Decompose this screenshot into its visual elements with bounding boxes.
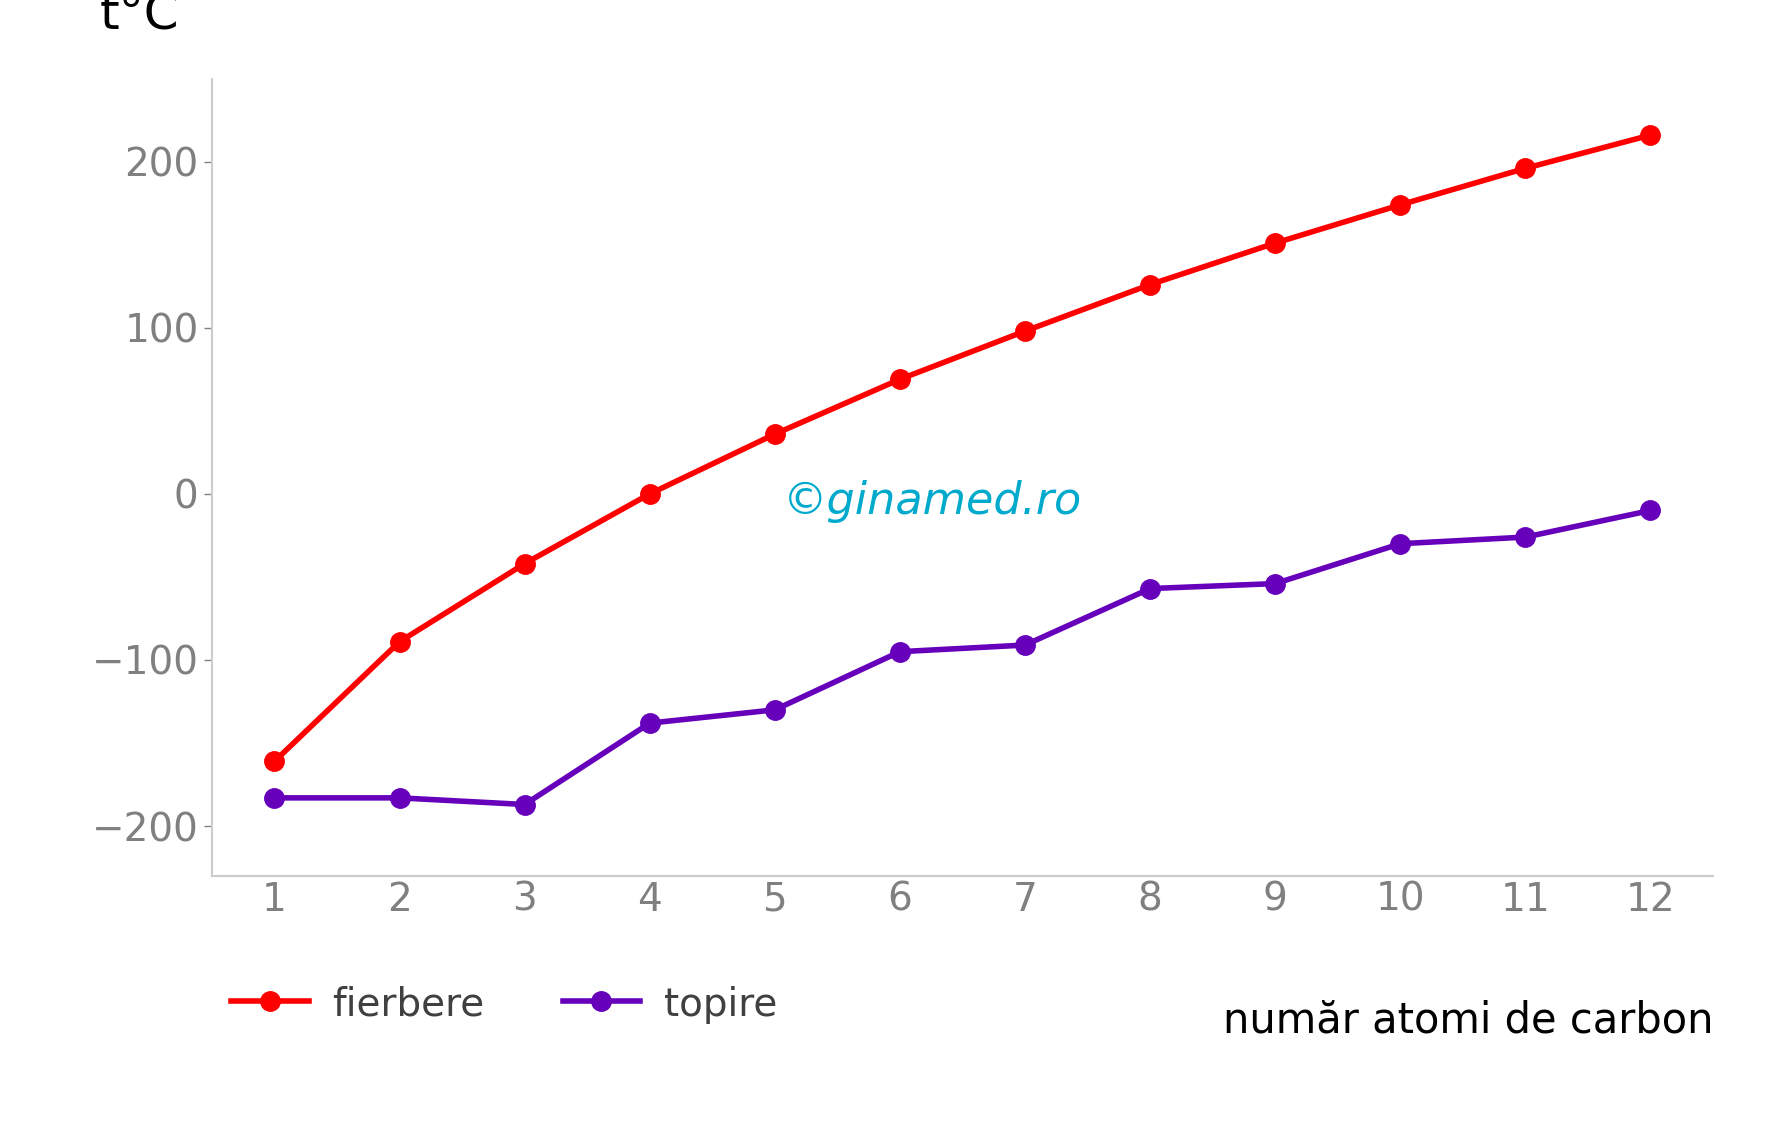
fierbere	[1139, 277, 1160, 291]
Line: topire: topire	[265, 501, 1660, 814]
Text: t°C: t°C	[99, 0, 178, 38]
fierbere	[765, 428, 786, 441]
fierbere	[514, 557, 535, 570]
fierbere	[389, 634, 410, 648]
topire	[1014, 638, 1035, 651]
topire	[639, 716, 660, 730]
topire	[263, 791, 284, 804]
Text: ©ginamed.ro: ©ginamed.ro	[782, 480, 1083, 522]
Legend: fierbere, topire: fierbere, topire	[231, 985, 777, 1024]
fierbere	[639, 487, 660, 501]
topire	[765, 703, 786, 716]
fierbere	[1515, 162, 1536, 175]
topire	[1390, 537, 1411, 550]
topire	[389, 791, 410, 804]
topire	[1641, 504, 1662, 518]
fierbere	[1014, 325, 1035, 338]
fierbere	[890, 373, 911, 386]
topire	[1139, 582, 1160, 595]
Line: fierbere: fierbere	[265, 126, 1660, 772]
Text: număr atomi de carbon: număr atomi de carbon	[1222, 999, 1713, 1041]
topire	[1515, 530, 1536, 544]
topire	[1264, 577, 1286, 591]
topire	[890, 645, 911, 658]
topire	[514, 797, 535, 811]
fierbere	[1641, 128, 1662, 141]
fierbere	[1390, 198, 1411, 211]
fierbere	[263, 755, 284, 768]
fierbere	[1264, 236, 1286, 249]
